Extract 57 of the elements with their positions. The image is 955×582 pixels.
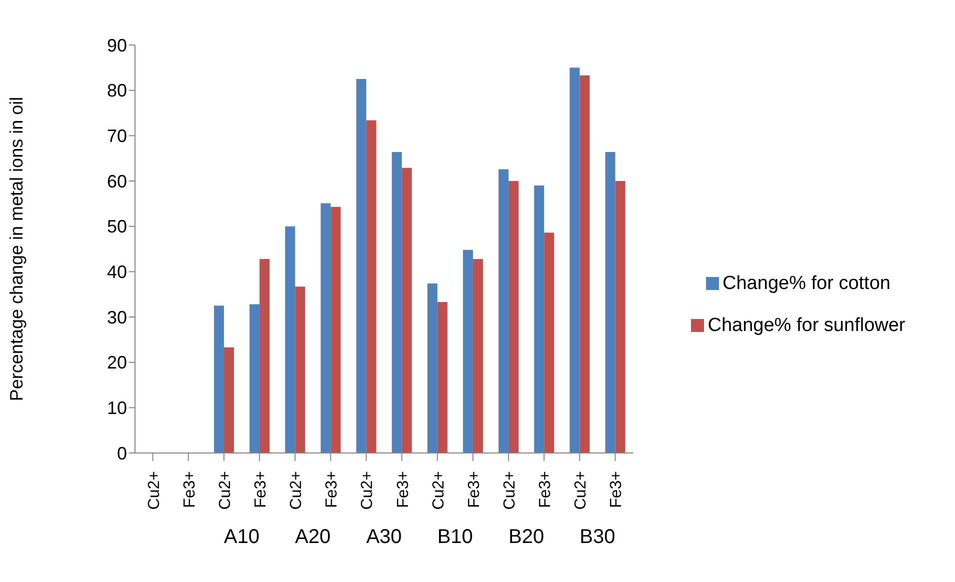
x-tick-label: Cu2+	[359, 471, 376, 510]
y-axis-title: Percentage change in metal ions in oil	[6, 96, 26, 402]
bar	[498, 169, 509, 453]
bar	[580, 75, 590, 453]
text: B10	[436, 526, 474, 549]
bar	[366, 120, 376, 453]
bar	[437, 302, 448, 453]
text: A20	[294, 526, 332, 549]
bar	[224, 347, 234, 453]
bar	[330, 206, 341, 453]
x-tick-label: Cu2+	[146, 471, 163, 510]
bar	[250, 304, 260, 453]
bar	[320, 203, 331, 453]
x-tick-label: Fe3+	[252, 471, 270, 508]
bar	[402, 168, 412, 453]
bar	[544, 232, 554, 453]
y-tick-label: 20	[106, 352, 127, 373]
x-tick-label: Cu2+	[502, 471, 518, 510]
y-tick-label: 40	[106, 262, 127, 282]
y-tick-label: 80	[106, 80, 127, 101]
bar	[427, 283, 438, 453]
x-tick-label: Fe3+	[608, 471, 626, 508]
text: B30	[578, 526, 616, 549]
y-tick-label: 10	[106, 398, 127, 418]
x-tick-label: Cu2+	[216, 471, 234, 510]
text: A30	[365, 526, 403, 549]
y-tick-label: 30	[106, 307, 127, 328]
x-tick-label: Fe3+	[324, 471, 341, 508]
x-tick-label: Cu2+	[288, 471, 306, 510]
bar	[214, 306, 224, 453]
bar	[392, 152, 402, 453]
bar	[356, 79, 366, 453]
y-tick-label: 90	[106, 35, 127, 56]
bar	[508, 181, 519, 453]
bar	[570, 68, 580, 453]
text: B20	[507, 526, 546, 549]
text: A10	[222, 526, 260, 549]
y-tick-label: 60	[106, 171, 127, 192]
bar	[295, 286, 306, 453]
x-tick-label: Fe3+	[466, 471, 483, 508]
legend-label: Change% for sunflower	[708, 315, 906, 336]
x-tick-label: Fe3+	[537, 471, 554, 508]
x-tick-label: Fe3+	[394, 471, 412, 508]
bar	[462, 250, 473, 453]
bar	[605, 152, 616, 453]
bar	[534, 186, 544, 453]
y-tick-label: 0	[116, 443, 127, 464]
bar	[260, 258, 270, 453]
y-tick-label: 70	[106, 126, 127, 146]
y-tick-label: 50	[106, 216, 127, 237]
bar	[472, 258, 483, 453]
x-tick-label: Fe3+	[181, 471, 198, 508]
bar	[615, 181, 626, 453]
x-tick-label: Cu2+	[430, 471, 448, 510]
bar	[285, 226, 296, 453]
legend-label: Change% for cotton	[722, 273, 890, 294]
x-tick-label: Cu2+	[572, 471, 590, 510]
